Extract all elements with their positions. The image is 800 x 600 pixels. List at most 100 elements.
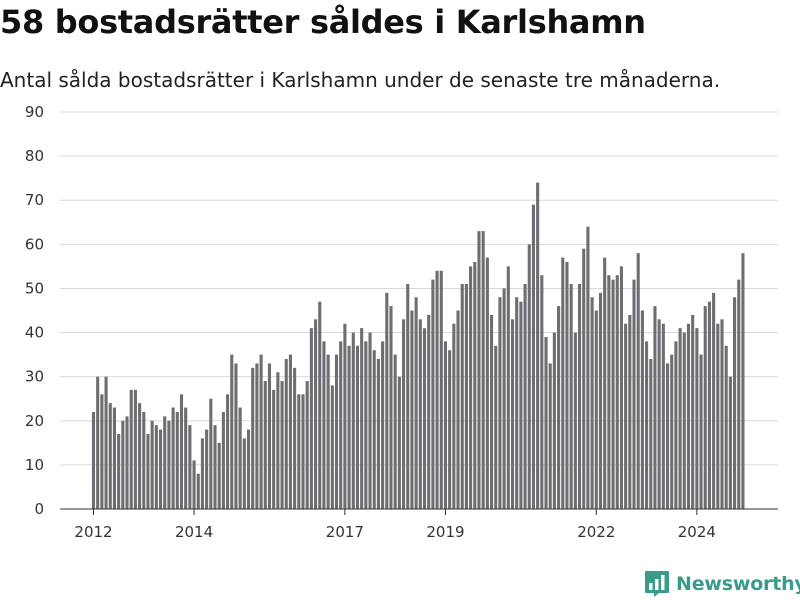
y-tick-label: 30 — [25, 368, 44, 386]
bar — [263, 381, 267, 509]
bar — [209, 398, 213, 509]
bar — [548, 363, 552, 509]
bar — [695, 328, 699, 509]
x-axis: 2012 2014 2017 2019 2022 2024 — [60, 508, 778, 541]
bar — [510, 319, 515, 509]
bar — [150, 420, 154, 509]
bar — [91, 411, 96, 509]
data-labels: 58 — [745, 98, 765, 102]
bar — [552, 332, 556, 509]
bar — [460, 284, 464, 509]
bar — [464, 284, 468, 509]
bar — [527, 244, 531, 509]
bar — [456, 310, 460, 509]
bar — [565, 261, 569, 509]
bar — [691, 314, 695, 509]
bar — [238, 407, 242, 509]
x-tick-label: 2012 — [74, 523, 112, 541]
bar — [179, 394, 184, 509]
y-tick-label: 80 — [25, 147, 44, 165]
bar — [531, 204, 535, 509]
bar — [121, 420, 125, 509]
bar — [213, 425, 217, 509]
bar — [569, 284, 573, 509]
bar — [108, 403, 112, 509]
bar — [615, 275, 619, 509]
brand-name: Newsworthy — [676, 573, 800, 595]
bar — [590, 297, 594, 509]
bar — [343, 323, 347, 509]
bar — [720, 319, 724, 509]
bar — [318, 301, 322, 509]
y-tick-label: 10 — [25, 456, 44, 474]
y-tick-label: 40 — [25, 324, 44, 342]
bar — [184, 407, 188, 509]
bar — [632, 279, 636, 509]
bar — [104, 376, 108, 509]
bar — [523, 284, 527, 509]
bar — [733, 297, 737, 509]
bar — [259, 354, 263, 509]
bar — [431, 279, 435, 509]
bar — [573, 332, 577, 509]
bar — [582, 248, 586, 510]
newsworthy-logo-icon — [645, 571, 669, 597]
bar — [577, 284, 582, 509]
bar — [410, 310, 414, 509]
x-tick-label: 2017 — [326, 523, 364, 541]
bar — [435, 270, 439, 509]
bar — [171, 407, 175, 509]
bar — [196, 473, 200, 509]
bar — [477, 231, 481, 509]
bar — [649, 359, 653, 509]
bar — [288, 354, 292, 509]
bar — [234, 363, 238, 509]
bar — [670, 354, 674, 509]
y-tick-label: 20 — [25, 412, 44, 430]
y-tick-label: 50 — [25, 279, 44, 297]
bar — [519, 301, 523, 509]
bar — [674, 341, 678, 509]
gridlines — [60, 111, 778, 466]
bar — [557, 306, 561, 509]
x-tick-label: 2022 — [577, 523, 615, 541]
bar — [397, 376, 401, 509]
bar — [389, 306, 393, 509]
bar — [221, 411, 225, 509]
x-tick-label: 2019 — [426, 523, 464, 541]
bar — [355, 345, 360, 509]
bar — [406, 284, 410, 509]
bar — [737, 279, 741, 509]
bar — [393, 354, 397, 509]
bar — [544, 336, 548, 509]
bar — [724, 345, 728, 509]
bar — [372, 350, 376, 509]
bar — [309, 328, 313, 509]
bar — [661, 323, 665, 509]
bar — [490, 314, 494, 509]
bar — [368, 332, 372, 509]
bar — [640, 310, 644, 509]
bar — [255, 363, 259, 509]
bar — [385, 292, 389, 509]
bar — [682, 332, 686, 509]
bar — [230, 354, 234, 509]
bar — [707, 301, 711, 509]
bar — [284, 359, 288, 509]
bar — [515, 297, 519, 509]
bar — [293, 367, 297, 509]
bar — [330, 385, 334, 509]
bar — [716, 323, 720, 509]
bar — [163, 416, 167, 509]
bar — [502, 288, 506, 509]
bar — [469, 266, 473, 509]
bar — [175, 411, 179, 509]
bar — [485, 257, 489, 509]
y-tick-label: 0 — [34, 500, 44, 518]
bar — [678, 328, 682, 509]
bar — [314, 319, 318, 509]
bar — [402, 319, 406, 509]
bar — [473, 261, 477, 509]
bar — [594, 310, 598, 509]
